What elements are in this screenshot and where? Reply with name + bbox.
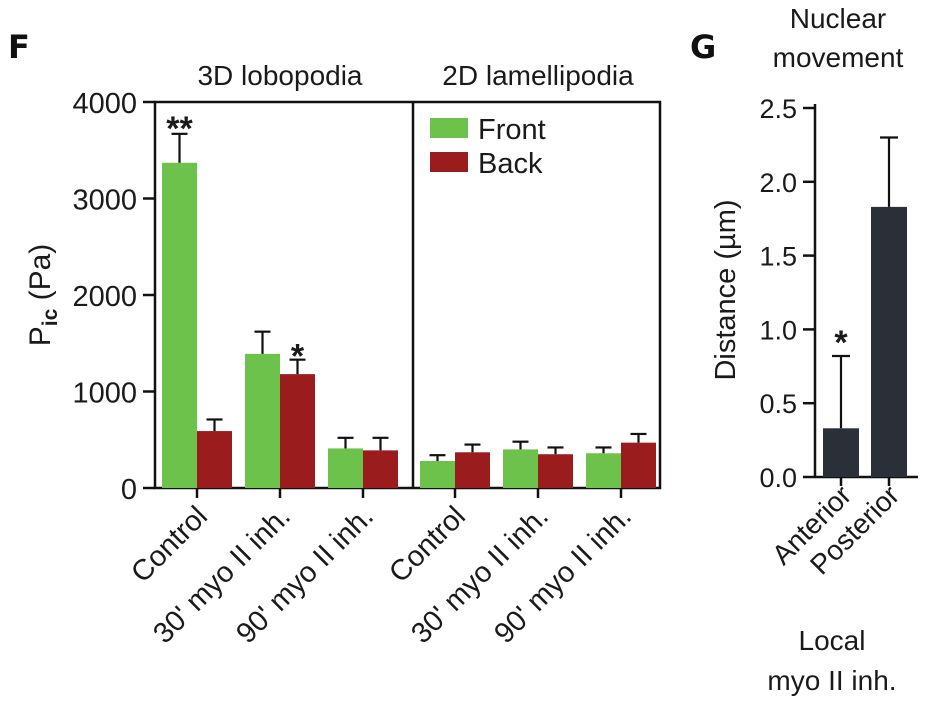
bar-front-5 [586,453,621,488]
significance-mark-1: * [291,338,305,376]
bar-front-4 [503,449,538,488]
y-axis-label-f: Pic (Pa) [24,244,62,347]
y-label-main: P [24,326,57,346]
bar-back-2 [363,450,398,488]
y-tick-label-4: 4000 [72,88,137,120]
y-axis-label-g: Distance (µm) [710,199,742,380]
bar-front-2 [328,448,363,488]
legend-label-back: Back [478,148,543,180]
y-tick-label-3: 3000 [72,185,137,217]
panel-g-letter: G [690,28,716,66]
y-tick-label-1: 1000 [72,378,137,410]
significance-mark-g-0: * [834,324,848,362]
y-label-sub: ic [39,308,62,326]
y-tick-label-2: 2000 [72,281,137,313]
panel-g-title-line2: movement [773,42,904,73]
group-title-3d: 3D lobopodia [197,60,362,91]
bar-front-0 [162,162,197,489]
bar-back-3 [455,452,490,488]
y-tick-label-0: 0 [121,474,137,506]
y-tick-label-0: 0.0 [759,463,797,493]
bar-anterior [823,428,859,477]
bar-front-1 [245,353,280,488]
legend-swatch-back [430,152,468,172]
bar-back-1 [280,374,315,488]
y-tick-label-5: 2.5 [759,94,797,124]
plot-frame [153,100,662,490]
bar-back-4 [538,454,573,488]
y-label-unit: (Pa) [24,244,57,309]
panel-g-footer-line2: myo II inh. [767,665,896,696]
panel-f-letter: F [8,28,30,66]
bar-posterior [871,206,907,477]
y-tick-label-3: 1.5 [759,242,797,272]
y-tick-label-1: 0.5 [759,389,797,419]
bar-back-5 [621,442,656,488]
bar-front-3 [420,460,455,488]
legend-swatch-front [430,118,468,138]
y-tick-label-2: 1.0 [759,315,797,345]
bar-back-0 [197,431,232,488]
significance-mark-0: ** [166,110,193,148]
panel-g-title-line1: Nuclear [790,3,886,34]
y-tick-label-4: 2.0 [759,168,797,198]
panel-g-footer-line1: Local [799,625,866,656]
legend-label-front: Front [478,114,546,146]
group-title-2d: 2D lamellipodia [442,60,634,91]
